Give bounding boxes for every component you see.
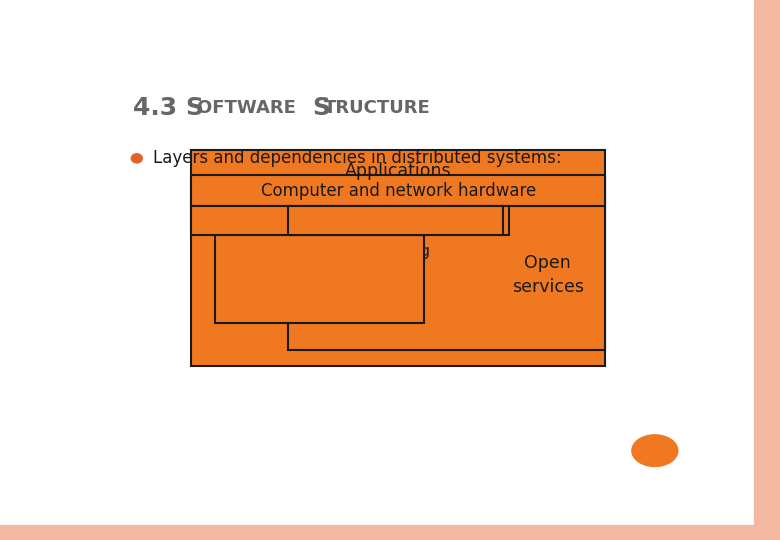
Text: 4.3: 4.3 xyxy=(133,97,186,120)
FancyBboxPatch shape xyxy=(215,235,424,322)
Text: 36: 36 xyxy=(645,444,665,458)
Text: Applications: Applications xyxy=(345,161,452,180)
Text: Distributed programming
support: Distributed programming support xyxy=(226,244,431,279)
FancyBboxPatch shape xyxy=(191,175,605,206)
Text: Layers and dependencies in distributed systems:: Layers and dependencies in distributed s… xyxy=(153,150,562,167)
Text: S: S xyxy=(312,97,330,120)
Ellipse shape xyxy=(131,154,142,163)
Text: TRUCTURE: TRUCTURE xyxy=(324,99,431,118)
FancyBboxPatch shape xyxy=(191,206,509,235)
FancyBboxPatch shape xyxy=(191,150,605,366)
Text: S: S xyxy=(185,97,203,120)
Text: OFTWARE: OFTWARE xyxy=(197,99,303,118)
Text: Open system kernel services: Open system kernel services xyxy=(202,213,434,228)
FancyBboxPatch shape xyxy=(288,206,502,235)
FancyBboxPatch shape xyxy=(288,177,605,349)
Circle shape xyxy=(632,435,678,467)
Text: Open
services: Open services xyxy=(512,254,584,295)
Text: Computer and network hardware: Computer and network hardware xyxy=(261,181,536,200)
